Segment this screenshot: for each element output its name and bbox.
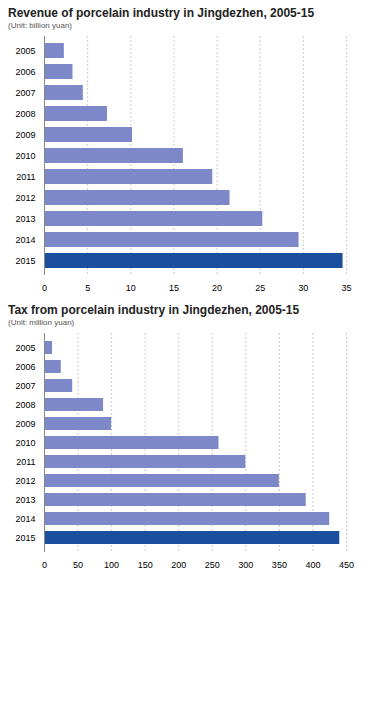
svg-text:2015: 2015 xyxy=(15,256,35,266)
svg-text:2012: 2012 xyxy=(15,476,35,486)
svg-text:10: 10 xyxy=(126,283,136,293)
svg-text:2007: 2007 xyxy=(15,88,35,98)
html-text:Tax from porcelain industry in: Tax from porcelain industry in Jingdezhe… xyxy=(8,303,300,317)
svg-text:350: 350 xyxy=(272,560,287,570)
svg-text:300: 300 xyxy=(238,560,253,570)
svg-text:2009: 2009 xyxy=(15,419,35,429)
svg-text:0: 0 xyxy=(42,283,47,293)
svg-text:2015: 2015 xyxy=(15,533,35,543)
svg-text:2013: 2013 xyxy=(15,495,35,505)
svg-text:2007: 2007 xyxy=(15,381,35,391)
svg-text:35: 35 xyxy=(341,283,351,293)
svg-text:0: 0 xyxy=(42,560,47,570)
svg-text:150: 150 xyxy=(138,560,153,570)
svg-text:2014: 2014 xyxy=(15,235,35,245)
svg-text:25: 25 xyxy=(255,283,265,293)
svg-text:250: 250 xyxy=(205,560,220,570)
svg-text:2005: 2005 xyxy=(15,343,35,353)
svg-text:2010: 2010 xyxy=(15,438,35,448)
svg-text:2011: 2011 xyxy=(16,172,35,182)
svg-text:2006: 2006 xyxy=(15,362,35,372)
svg-text:15: 15 xyxy=(169,283,179,293)
html-text:Revenue of porcelain industry: Revenue of porcelain industry in Jingdez… xyxy=(8,6,315,20)
svg-text:2013: 2013 xyxy=(15,214,35,224)
svg-text:2012: 2012 xyxy=(15,193,35,203)
svg-text:20: 20 xyxy=(212,283,222,293)
svg-text:400: 400 xyxy=(305,560,320,570)
svg-text:2011: 2011 xyxy=(16,457,35,467)
svg-text:30: 30 xyxy=(298,283,308,293)
svg-text:2006: 2006 xyxy=(15,67,35,77)
svg-text:2009: 2009 xyxy=(15,130,35,140)
svg-text:2005: 2005 xyxy=(15,46,35,56)
svg-text:50: 50 xyxy=(73,560,83,570)
svg-text:450: 450 xyxy=(339,560,354,570)
svg-text:2008: 2008 xyxy=(15,400,35,410)
html-text:(Unit: billion yuan): (Unit: billion yuan) xyxy=(8,21,72,30)
svg-text:2008: 2008 xyxy=(15,109,35,119)
svg-text:100: 100 xyxy=(104,560,119,570)
svg-text:2014: 2014 xyxy=(15,514,35,524)
svg-text:200: 200 xyxy=(171,560,186,570)
html-text:(Unit: million yuan): (Unit: million yuan) xyxy=(8,318,75,327)
svg-text:5: 5 xyxy=(85,283,90,293)
svg-text:2010: 2010 xyxy=(15,151,35,161)
